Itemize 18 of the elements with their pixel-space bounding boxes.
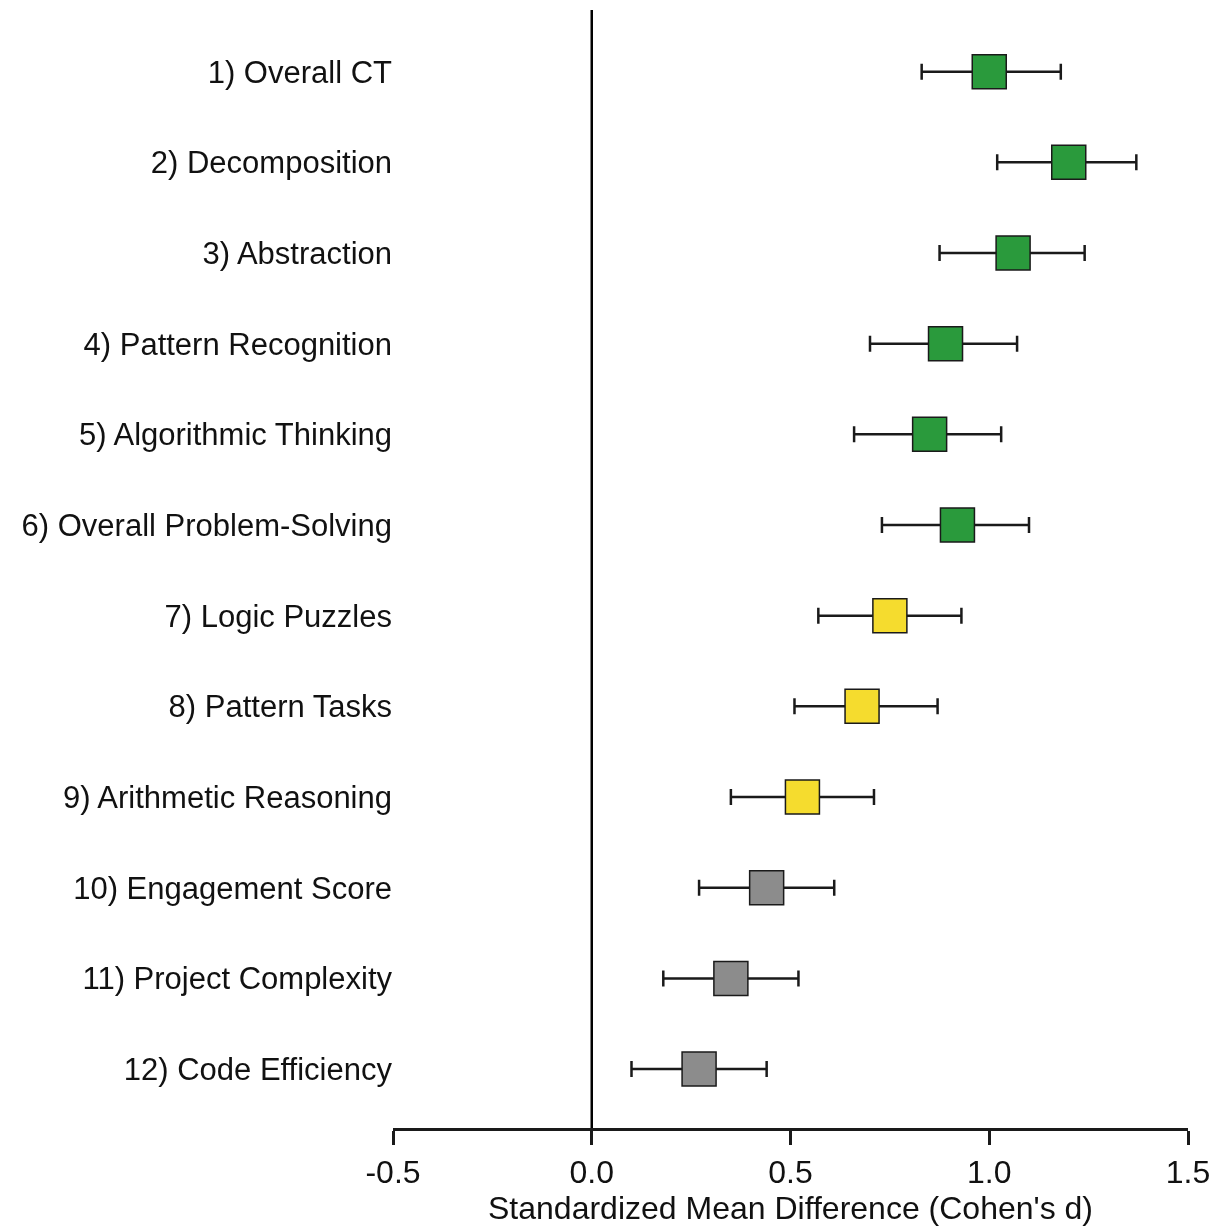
x-tick-label: -0.5 (365, 1154, 421, 1191)
y-tick-label: 2) Decomposition (150, 145, 392, 181)
y-tick-label: 3) Abstraction (202, 235, 392, 271)
y-tick-label: 1) Overall CT (207, 54, 393, 90)
x-tick-label: 1.5 (1165, 1154, 1211, 1191)
y-tick-label: 7) Logic Puzzles (164, 598, 392, 634)
x-axis-title: Standardized Mean Difference (Cohen's d) (488, 1190, 1093, 1227)
y-tick-label: 10) Engagement Score (73, 870, 392, 906)
y-tick-label: 6) Overall Problem-Solving (21, 507, 392, 543)
y-tick-label: 12) Code Efficiency (123, 1051, 393, 1087)
y-tick-label: 8) Pattern Tasks (168, 689, 392, 725)
y-tick-label: 11) Project Complexity (82, 961, 393, 997)
y-tick-label: 5) Algorithmic Thinking (78, 417, 392, 453)
x-tick-label: 0.5 (768, 1154, 813, 1191)
y-tick-label: 9) Arithmetic Reasoning (62, 779, 392, 815)
x-tick-label: 0.0 (569, 1154, 614, 1191)
y-tick-label: 4) Pattern Recognition (83, 326, 392, 362)
x-tick-label: 1.0 (967, 1154, 1012, 1191)
